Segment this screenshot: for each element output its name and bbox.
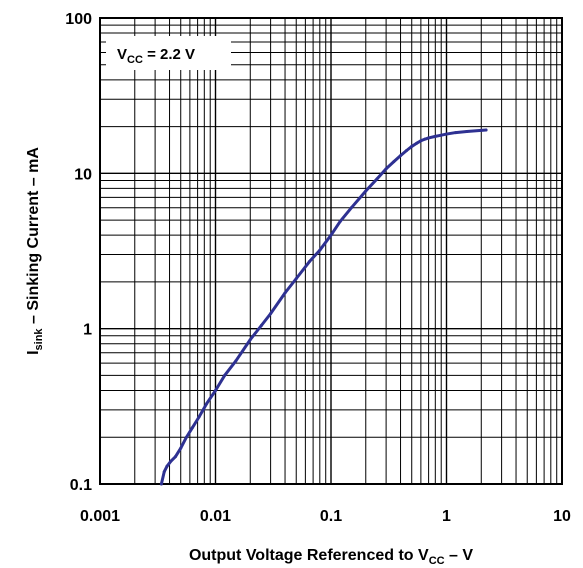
series-point — [190, 426, 194, 430]
series-point — [159, 482, 163, 486]
series-point — [307, 260, 311, 264]
series-point — [410, 144, 414, 148]
series-point — [419, 139, 423, 143]
series-point — [392, 160, 396, 164]
series-point — [415, 141, 419, 145]
series-point — [283, 291, 287, 295]
series-point — [338, 219, 342, 223]
series-point — [439, 133, 443, 137]
series-point — [179, 446, 183, 450]
y-tick-label: 100 — [65, 11, 92, 28]
x-tick-labels: 0.001 0.01 0.1 1 10 — [80, 508, 571, 525]
series-point — [223, 373, 227, 377]
series-point — [165, 464, 169, 468]
x-tick-label: 10 — [553, 508, 571, 525]
series-point — [234, 359, 238, 363]
series-point — [433, 134, 437, 138]
vcc-annotation: VCC = 2.2 V — [106, 36, 231, 70]
series-point — [162, 470, 166, 474]
series-point — [259, 323, 263, 327]
series-point — [329, 233, 333, 237]
x-tick-label: 1 — [442, 508, 451, 525]
y-tick-label: 10 — [74, 166, 92, 183]
x-tick-label: 0.01 — [200, 508, 231, 525]
series-point — [479, 128, 483, 132]
series-point — [364, 189, 368, 193]
series-point — [454, 131, 458, 135]
series-point — [427, 136, 431, 140]
series-point — [445, 132, 448, 136]
series-point — [294, 277, 298, 281]
series-point — [248, 338, 252, 342]
series-point — [484, 128, 488, 132]
x-tick-label: 0.001 — [80, 508, 120, 525]
x-tick-label: 0.1 — [320, 508, 342, 525]
y-axis-label: Isink – Sinking Current – mA — [25, 147, 45, 355]
series-point — [205, 401, 209, 405]
annotation-text: VCC = 2.2 V — [117, 46, 195, 66]
series-point — [269, 312, 273, 316]
series-points — [159, 128, 488, 486]
series-point — [399, 154, 403, 158]
x-axis-label: Output Voltage Referenced to VCC – V — [189, 547, 473, 567]
series-point — [404, 149, 408, 153]
y-tick-label: 0.1 — [70, 477, 92, 494]
series-point — [375, 177, 379, 181]
annotation-background — [106, 36, 231, 70]
series-point — [197, 415, 201, 419]
minor-grid — [100, 18, 562, 484]
y-tick-labels: 0.1 1 10 100 — [65, 11, 92, 494]
series-point — [173, 455, 177, 459]
series-point — [465, 129, 469, 133]
series-point — [423, 137, 427, 141]
series-point — [384, 167, 388, 171]
series-point — [169, 459, 173, 463]
y-tick-label: 1 — [83, 322, 92, 339]
series-point — [184, 435, 188, 439]
plot-frame — [99, 17, 563, 485]
series-point — [214, 388, 217, 392]
series-point — [349, 206, 353, 210]
series-point — [318, 248, 322, 252]
